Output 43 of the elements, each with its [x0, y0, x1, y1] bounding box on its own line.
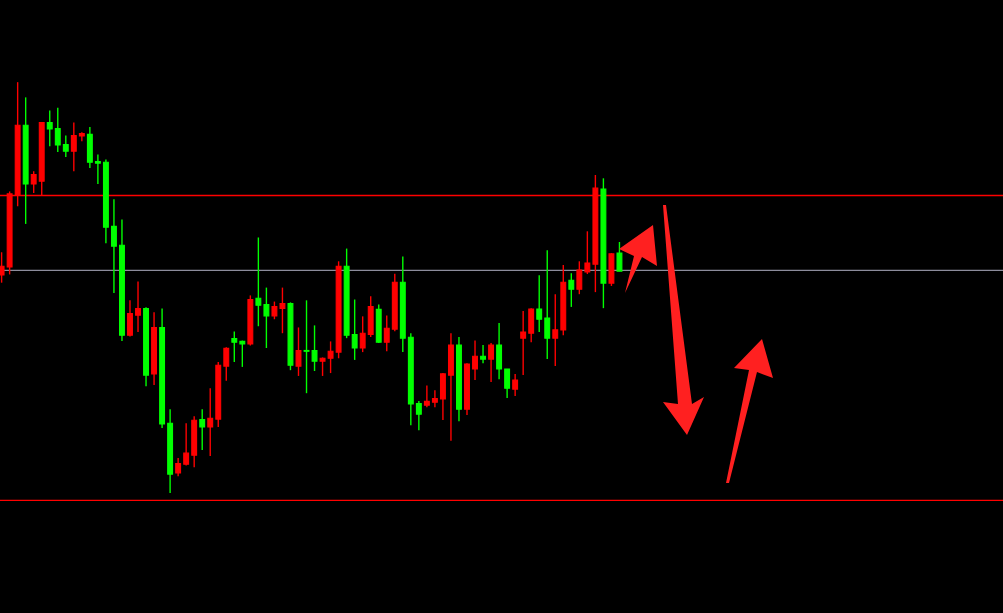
candlestick [488, 342, 495, 383]
candlestick [199, 408, 206, 451]
candlestick [576, 260, 583, 295]
candlestick [552, 293, 559, 367]
candlestick [327, 340, 334, 374]
candlestick [127, 299, 133, 338]
candlestick [568, 272, 575, 308]
candlestick [135, 280, 141, 333]
candlestick [351, 298, 358, 361]
candlestick [472, 339, 478, 381]
candlestick [431, 389, 438, 408]
candlestick [504, 368, 511, 399]
candlestick [255, 236, 262, 327]
candlestick [30, 170, 37, 194]
candlestick [207, 387, 214, 457]
candlestick [295, 326, 302, 377]
candlestick [62, 134, 69, 158]
candlestick [46, 109, 53, 147]
candlestick [110, 198, 117, 294]
candlestick [231, 330, 238, 363]
candlestick [359, 315, 366, 353]
candlestick [383, 314, 390, 352]
candlestick [415, 400, 422, 431]
candlestick [70, 121, 77, 173]
candlestick [0, 251, 5, 284]
candlestick [536, 274, 543, 333]
candlestick [175, 457, 182, 477]
candlestick [223, 346, 230, 382]
candlestick [496, 322, 503, 380]
candlestick [239, 339, 246, 368]
candlestick [319, 356, 326, 377]
candlestick [616, 241, 623, 272]
candlestick [183, 422, 190, 467]
candlestick [584, 230, 591, 275]
candlestick [279, 286, 286, 334]
candlestick [520, 310, 527, 376]
candlestick [54, 106, 61, 153]
candlestick [544, 249, 551, 360]
candlestick [480, 344, 487, 364]
candlestick [423, 384, 430, 408]
candlestick [94, 153, 101, 185]
candlestick [263, 286, 270, 349]
candlestick [512, 373, 519, 397]
